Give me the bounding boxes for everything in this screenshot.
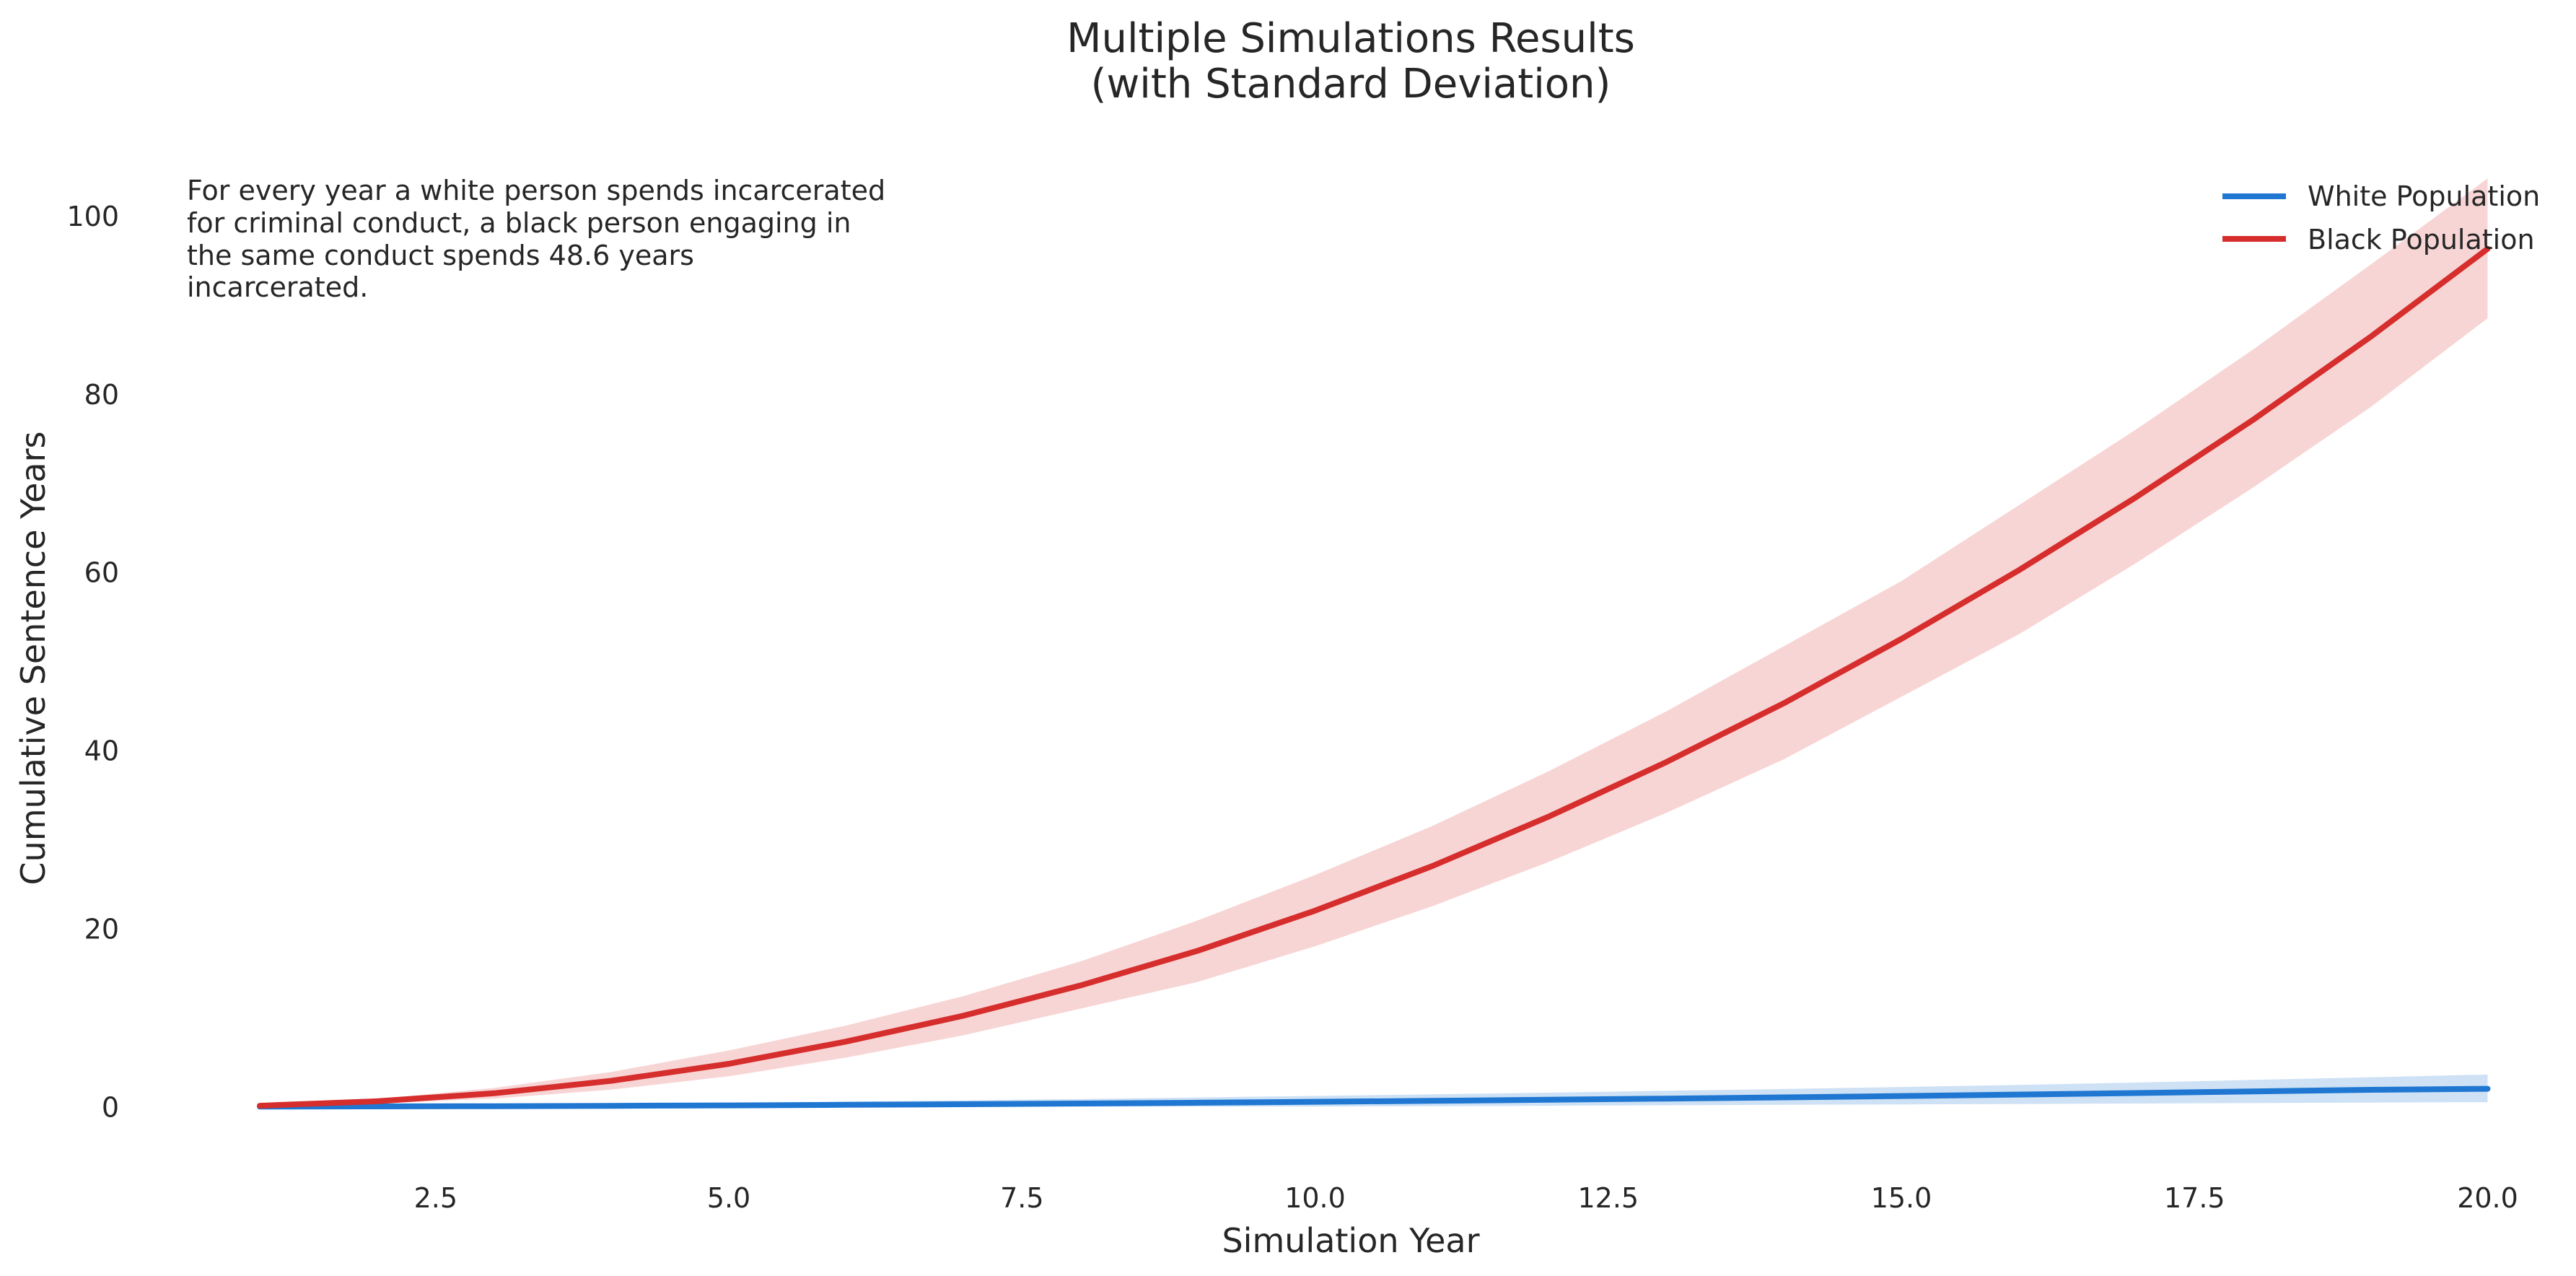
y-tick-label: 100 [66, 201, 119, 232]
annotation-line-1: For every year a white person spends inc… [187, 175, 885, 206]
legend: White Population Black Population [2222, 180, 2540, 255]
y-tick-label: 0 [102, 1091, 119, 1123]
legend-label-white: White Population [2308, 180, 2540, 212]
annotation-line-3: the same conduct spends 48.6 years [187, 240, 694, 271]
series-line-black-population [257, 245, 2491, 1109]
x-tick-label: 17.5 [2164, 1182, 2225, 1214]
y-axis-label: Cumulative Sentence Years [14, 432, 53, 886]
x-axis-label: Simulation Year [1222, 1221, 1479, 1260]
y-tick-label: 40 [84, 735, 119, 767]
x-tick-label: 12.5 [1577, 1182, 1639, 1214]
y-tick-labels: 0 20 40 60 80 100 [66, 201, 119, 1123]
band-layer [260, 178, 2488, 1107]
line-layer [257, 245, 2491, 1110]
series-line-white-population [257, 1085, 2491, 1110]
chart-title-line2: (with Standard Deviation) [1091, 61, 1611, 108]
x-tick-label: 10.0 [1284, 1182, 1346, 1214]
x-tick-label: 2.5 [414, 1182, 457, 1214]
legend-label-black: Black Population [2308, 224, 2535, 255]
x-tick-labels: 2.5 5.0 7.5 10.0 12.5 15.0 17.5 20.0 [414, 1182, 2518, 1214]
annotation-line-2: for criminal conduct, a black person eng… [187, 207, 851, 239]
x-tick-label: 5.0 [707, 1182, 750, 1214]
y-tick-label: 20 [84, 913, 119, 945]
x-tick-label: 15.0 [1871, 1182, 1932, 1214]
std-band-black-population [260, 178, 2488, 1106]
x-tick-label: 20.0 [2457, 1182, 2518, 1214]
chart-title-line1: Multiple Simulations Results [1066, 15, 1635, 62]
y-tick-label: 60 [84, 557, 119, 589]
annotation-text: For every year a white person spends inc… [187, 175, 885, 303]
std-band-white-population [260, 1074, 2488, 1107]
y-tick-label: 80 [84, 379, 119, 411]
x-tick-label: 7.5 [1000, 1182, 1043, 1214]
annotation-line-4: incarcerated. [187, 271, 368, 303]
